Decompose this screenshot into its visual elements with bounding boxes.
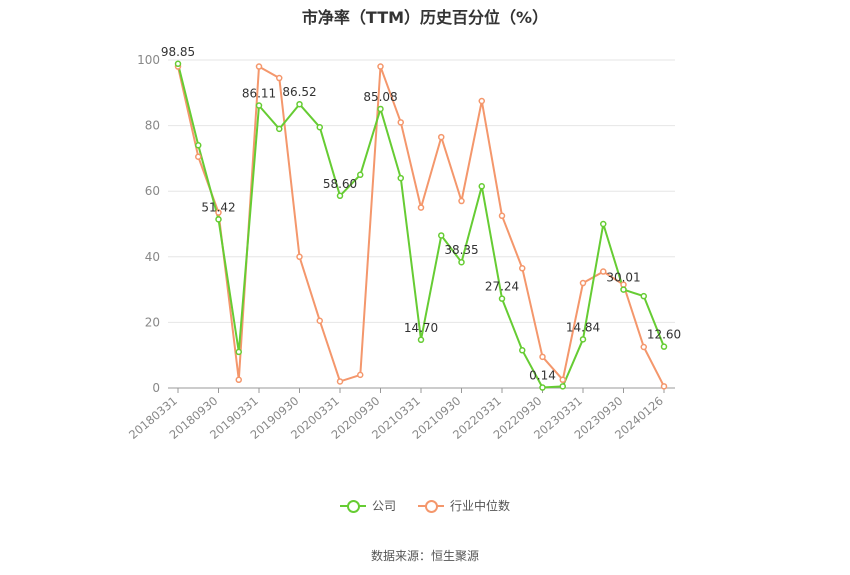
data-label: 12.60 — [647, 328, 681, 342]
data-label: 30.01 — [606, 271, 640, 285]
y-axis-ticks: 0 20 40 60 80 100 — [137, 53, 160, 395]
data-label: 14.84 — [566, 320, 600, 334]
data-point — [397, 174, 404, 182]
data-label: 27.24 — [485, 280, 519, 294]
series-points — [174, 60, 668, 391]
data-point — [559, 383, 566, 390]
y-tick-label: 60 — [145, 184, 160, 198]
data-point — [255, 63, 263, 70]
data-point — [174, 60, 182, 68]
data-point — [316, 317, 323, 325]
legend-label-industry-median: 行业中位数 — [450, 499, 511, 513]
y-tick-label: 40 — [145, 250, 160, 264]
data-point — [640, 292, 647, 300]
data-point — [255, 102, 263, 109]
data-point — [559, 376, 566, 384]
data-point — [235, 348, 242, 356]
data-label: 14.70 — [404, 321, 438, 335]
data-source: 数据来源：恒生聚源 — [370, 549, 479, 563]
data-point — [620, 286, 627, 293]
legend-swatch-industry-median — [418, 498, 444, 514]
data-point — [417, 336, 425, 344]
y-tick-label: 80 — [145, 119, 160, 133]
data-point — [519, 265, 526, 272]
data-point — [438, 232, 445, 239]
data-point — [539, 353, 546, 361]
legend-item-industry-median[interactable]: 行业中位数 — [418, 497, 510, 514]
data-label: 58.60 — [323, 177, 357, 191]
legend-label-company: 公司 — [371, 499, 396, 513]
data-point — [417, 204, 425, 211]
x-axis: 2018033120180930201903312019093020200331… — [126, 387, 675, 442]
data-point — [498, 212, 506, 220]
data-label: 0.14 — [529, 369, 556, 383]
data-point — [660, 383, 668, 390]
data-point — [316, 123, 323, 131]
data-point — [357, 171, 364, 179]
data-labels: 98.85 51.42 86.11 86.52 58.60 85.08 14.70 38.35… — [161, 45, 681, 383]
data-point — [438, 133, 445, 141]
data-point — [600, 220, 607, 228]
y-tick-label: 20 — [145, 315, 160, 329]
data-point — [215, 209, 222, 216]
chart-title: 市净率（TTM）历史百分位（%） — [301, 8, 549, 27]
data-point — [600, 268, 607, 275]
data-point — [336, 192, 344, 200]
data-point — [296, 100, 303, 108]
data-point — [235, 376, 242, 384]
data-point — [660, 343, 668, 350]
legend-swatch-company — [339, 498, 366, 514]
data-point — [478, 183, 485, 190]
data-point — [215, 216, 222, 223]
data-point — [397, 119, 404, 126]
data-label: 98.85 — [161, 45, 195, 59]
data-label: 86.11 — [242, 87, 276, 101]
data-label: 51.42 — [201, 200, 235, 214]
data-point — [519, 347, 526, 354]
data-label: 85.08 — [363, 90, 397, 104]
data-label: 38.35 — [444, 243, 478, 257]
data-point — [498, 295, 506, 302]
data-point — [458, 258, 465, 266]
y-tick-label: 100 — [137, 53, 160, 67]
data-point — [377, 105, 384, 113]
data-point — [579, 279, 587, 287]
data-point — [195, 153, 202, 161]
data-point — [478, 97, 485, 105]
data-point — [357, 371, 364, 379]
data-point — [640, 343, 647, 351]
data-point — [195, 142, 202, 149]
data-label: 86.52 — [282, 85, 316, 99]
data-point — [539, 384, 546, 391]
data-point — [276, 74, 283, 82]
data-point — [276, 125, 283, 133]
data-point — [579, 336, 587, 343]
data-point — [296, 253, 303, 261]
y-tick-label: 0 — [152, 381, 160, 395]
data-point — [377, 63, 384, 70]
grid-lines — [168, 59, 675, 323]
data-point — [458, 197, 465, 205]
legend: 公司 行业中位数 — [0, 497, 850, 514]
data-point — [336, 378, 344, 385]
legend-item-company[interactable]: 公司 — [339, 497, 396, 514]
